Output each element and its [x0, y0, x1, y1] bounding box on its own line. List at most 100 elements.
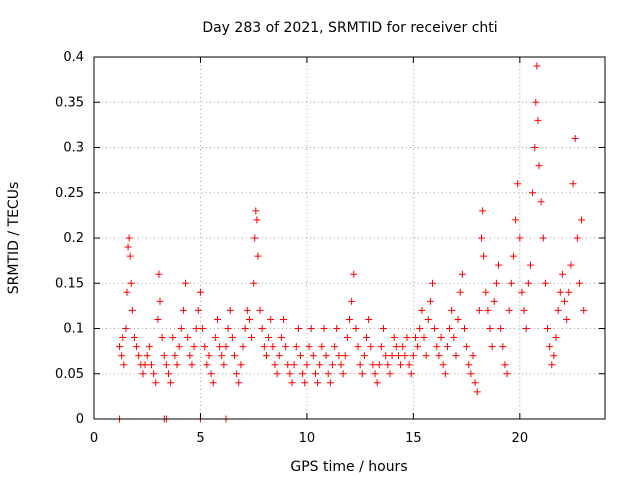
- data-point: [412, 334, 420, 342]
- y-tick-label: 0.15: [55, 276, 84, 291]
- data-point: [520, 306, 528, 314]
- data-point: [158, 334, 166, 342]
- data-point: [422, 352, 430, 360]
- data-point: [337, 361, 345, 369]
- data-point: [433, 343, 441, 351]
- data-point: [348, 297, 356, 305]
- data-point: [205, 352, 213, 360]
- data-point: [499, 343, 507, 351]
- data-point: [192, 325, 200, 332]
- data-point: [377, 343, 385, 351]
- data-point: [465, 361, 473, 369]
- data-point: [386, 370, 394, 378]
- data-point: [339, 370, 347, 378]
- data-point: [569, 180, 577, 188]
- data-point: [311, 370, 319, 378]
- data-point: [375, 361, 383, 369]
- data-point: [320, 325, 328, 332]
- data-point: [405, 361, 413, 369]
- data-point: [133, 343, 141, 351]
- data-point: [196, 288, 204, 296]
- data-point: [563, 315, 571, 323]
- data-point: [262, 352, 270, 360]
- data-point: [122, 325, 130, 332]
- data-point: [363, 334, 371, 342]
- data-point: [486, 325, 494, 332]
- data-point: [369, 361, 377, 369]
- data-point: [273, 370, 281, 378]
- data-point: [316, 361, 324, 369]
- data-point: [303, 361, 311, 369]
- data-point: [241, 325, 249, 332]
- data-point: [150, 370, 158, 378]
- data-point: [177, 325, 185, 332]
- data-point: [443, 343, 451, 351]
- data-point: [243, 306, 251, 314]
- data-point: [580, 306, 588, 314]
- data-point: [478, 234, 486, 242]
- x-tick-label: 5: [196, 431, 204, 446]
- data-point: [450, 334, 458, 342]
- data-point: [218, 352, 226, 360]
- y-tick-label: 0: [76, 412, 84, 427]
- data-point: [267, 315, 275, 323]
- data-point: [356, 361, 364, 369]
- data-point: [169, 334, 177, 342]
- data-point: [354, 343, 362, 351]
- data-point: [292, 343, 300, 351]
- data-point: [458, 270, 466, 278]
- data-point: [127, 279, 135, 287]
- data-point: [426, 297, 434, 305]
- data-point: [509, 252, 517, 260]
- data-point: [305, 343, 313, 351]
- data-point: [145, 343, 153, 351]
- data-point: [341, 352, 349, 360]
- data-point: [529, 189, 537, 197]
- data-point: [265, 334, 273, 342]
- data-point: [258, 325, 266, 332]
- data-point: [437, 334, 445, 342]
- data-point: [226, 306, 234, 314]
- data-point: [160, 352, 168, 360]
- data-point: [409, 352, 417, 360]
- data-point: [333, 325, 341, 332]
- data-point: [130, 334, 138, 342]
- data-point: [550, 352, 558, 360]
- data-point: [418, 306, 426, 314]
- data-point: [479, 207, 487, 215]
- data-point: [282, 343, 290, 351]
- data-point: [473, 388, 481, 396]
- data-point: [301, 379, 309, 387]
- data-point: [322, 352, 330, 360]
- data-point: [526, 261, 534, 269]
- y-tick-label: 0.35: [55, 95, 84, 110]
- data-point: [373, 379, 381, 387]
- data-point: [213, 315, 221, 323]
- data-point: [397, 361, 405, 369]
- data-point: [326, 379, 334, 387]
- data-point: [414, 343, 422, 351]
- data-point: [175, 343, 183, 351]
- data-point: [324, 370, 332, 378]
- data-point: [497, 325, 505, 332]
- data-point: [233, 370, 241, 378]
- data-point: [454, 315, 462, 323]
- data-point: [331, 343, 339, 351]
- data-point: [252, 207, 260, 215]
- data-point: [367, 343, 375, 351]
- data-point: [467, 370, 475, 378]
- data-point: [235, 379, 243, 387]
- data-point: [248, 334, 256, 342]
- data-point: [365, 315, 373, 323]
- data-point: [123, 288, 131, 296]
- data-point: [256, 306, 264, 314]
- data-point: [456, 288, 464, 296]
- data-point: [516, 234, 524, 242]
- data-point: [544, 325, 552, 332]
- data-point: [228, 334, 236, 342]
- y-tick-label: 0.25: [55, 186, 84, 201]
- data-point: [147, 361, 155, 369]
- data-point: [328, 361, 336, 369]
- data-point: [446, 325, 454, 332]
